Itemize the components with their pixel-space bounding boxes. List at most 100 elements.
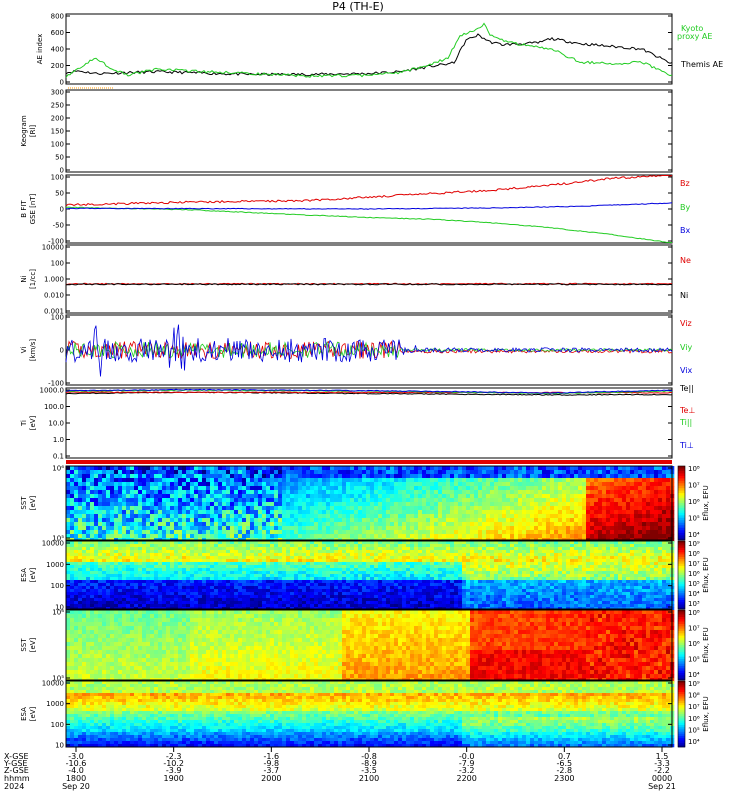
esa1-cell — [226, 592, 231, 596]
sst1-cell — [190, 470, 195, 475]
esa1-cell — [158, 586, 163, 590]
sst1-cell — [286, 514, 291, 519]
sst1-cell — [178, 470, 183, 475]
esa1-cell — [162, 583, 167, 587]
sst1-cell — [102, 522, 107, 527]
sst1-cell — [70, 498, 75, 503]
sst1-cell — [230, 510, 235, 515]
esa1-cell — [194, 568, 199, 572]
sst1-cell — [238, 518, 243, 523]
esa1-cell — [158, 550, 163, 554]
esa1-cell — [86, 586, 91, 590]
esa1-cell — [302, 598, 307, 602]
sst1-cell — [94, 514, 99, 519]
sst1-cell — [170, 502, 175, 507]
sst1-cell — [562, 522, 567, 527]
esa1-cell — [286, 547, 291, 551]
sst1-cell — [538, 498, 543, 503]
sst1-cell — [574, 466, 579, 471]
sst1-cell — [174, 494, 179, 499]
esa1-cell — [362, 547, 367, 551]
esa1-cell — [94, 568, 99, 572]
sst1-cell — [258, 518, 263, 523]
esa1-cell — [206, 568, 211, 572]
sst1-cell — [158, 518, 163, 523]
sst1-cell — [326, 526, 331, 531]
sst1-cell — [142, 522, 147, 527]
esa1-cell — [306, 580, 311, 584]
sst1-cell — [334, 498, 339, 503]
sst1-cell — [434, 518, 439, 523]
sst1-cell — [502, 498, 507, 503]
esa1-cell — [398, 562, 403, 566]
esa1-cell — [150, 556, 155, 560]
sst1-cell — [254, 490, 259, 495]
sst1-cell — [198, 486, 203, 491]
sst1-cell — [194, 498, 199, 503]
esa1-cell — [326, 562, 331, 566]
sst1-cell — [318, 478, 323, 483]
sst1-cell — [134, 494, 139, 499]
sst1-cell — [254, 474, 259, 479]
sst1-cell — [646, 474, 651, 479]
esa1-cell — [250, 574, 255, 578]
esa1-cell — [250, 559, 255, 563]
esa1-cell — [202, 583, 207, 587]
esa1-cell — [282, 550, 287, 554]
esa1-cell — [290, 559, 295, 563]
sst1-cell — [154, 506, 159, 511]
esa1-cell — [118, 601, 123, 605]
sst1-cell — [618, 514, 623, 519]
sst1-cell — [490, 490, 495, 495]
sst1-cell — [598, 490, 603, 495]
sst1-cell — [158, 522, 163, 527]
sst1-cell — [278, 486, 283, 491]
sst1-cell — [590, 522, 595, 527]
sst1-cell — [318, 498, 323, 503]
sst1-cell — [490, 498, 495, 503]
sst1-cell — [614, 498, 619, 503]
esa1-cell — [226, 553, 231, 557]
esa1-cell — [82, 595, 87, 599]
sst1-colorbar-step — [678, 507, 685, 511]
sst1-cell — [78, 530, 83, 535]
esa1-cell — [206, 601, 211, 605]
sst1-cell — [130, 470, 135, 475]
esa1-cell — [190, 574, 195, 578]
sst1-cell — [390, 518, 395, 523]
esa1-cell — [138, 586, 143, 590]
sst1-cell — [82, 482, 87, 487]
sst1-cell — [454, 470, 459, 475]
esa1-cell — [362, 595, 367, 599]
separator-bar — [66, 460, 672, 464]
esa1-cell — [178, 598, 183, 602]
sst1-cell — [530, 470, 535, 475]
sst1-cell — [154, 466, 159, 471]
sst1-cell — [274, 518, 279, 523]
sst1-cell — [586, 510, 591, 515]
sst1-cell — [146, 534, 151, 539]
sst1-cell — [370, 478, 375, 483]
sst1-cell — [234, 494, 239, 499]
sst1-cell — [406, 470, 411, 475]
sst1-cell — [606, 466, 611, 471]
sst1-cell — [602, 502, 607, 507]
esa1-cell — [350, 568, 355, 572]
esa1-cell — [154, 604, 159, 608]
sst1-cell — [278, 498, 283, 503]
esa1-cell — [94, 550, 99, 554]
sst1-cell — [178, 530, 183, 535]
sst1-cell — [274, 510, 279, 515]
esa1-cell — [326, 586, 331, 590]
ni-tick-label: 1.000 — [44, 276, 64, 284]
esa1-cell — [102, 565, 107, 569]
esa1-cell — [146, 586, 151, 590]
sst1-cell — [274, 526, 279, 531]
sst1-cell — [306, 534, 311, 539]
esa1-cell — [390, 544, 395, 548]
esa1-cell — [338, 598, 343, 602]
esa1-cell — [110, 550, 115, 554]
sst1-cell — [322, 482, 327, 487]
sst1-cell — [258, 514, 263, 519]
esa1-cell — [210, 541, 215, 545]
